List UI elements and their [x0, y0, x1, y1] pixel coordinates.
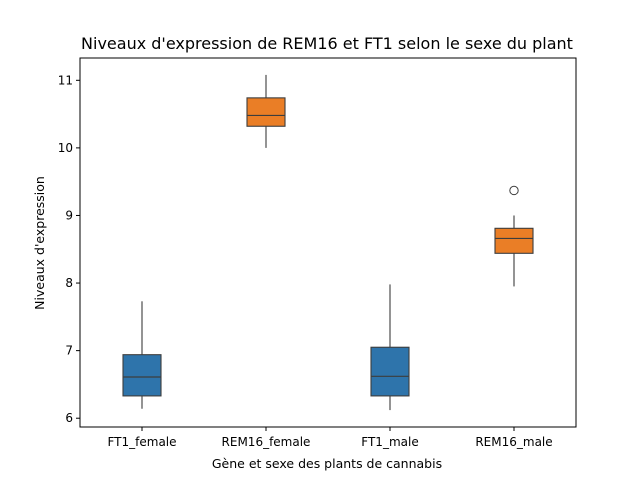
y-tick-label: 10	[58, 141, 73, 155]
box-FT1_male	[370, 284, 410, 411]
x-tick-label: FT1_male	[361, 435, 418, 449]
iqr-box	[494, 227, 534, 254]
y-tick-label: 11	[58, 73, 73, 87]
y-tick-label: 7	[65, 344, 73, 358]
plot-area	[122, 74, 534, 411]
x-tick-label: FT1_female	[107, 435, 176, 449]
iqr-box	[246, 97, 286, 127]
y-tick-label: 9	[65, 208, 73, 222]
x-tick-label: REM16_female	[222, 435, 311, 449]
box-FT1_female	[122, 301, 162, 409]
x-axis-label: Gène et sexe des plants de cannabis	[212, 456, 442, 471]
y-axis: 6 7 8 9 10 11	[58, 73, 80, 425]
y-tick-label: 6	[65, 411, 73, 425]
chart-title: Niveaux d'expression de REM16 et FT1 sel…	[81, 34, 573, 53]
outlier-point	[509, 185, 519, 196]
iqr-box	[122, 354, 162, 397]
iqr-box	[370, 346, 410, 397]
y-tick-label: 8	[65, 276, 73, 290]
plot-frame	[79, 57, 577, 428]
x-tick-label: REM16_male	[475, 435, 552, 449]
y-axis-label: Niveaux d'expression	[32, 176, 47, 310]
box-REM16_female	[246, 74, 286, 148]
box-REM16_male	[494, 185, 534, 287]
x-axis: FT1_female REM16_female FT1_male REM16_male	[107, 427, 553, 449]
